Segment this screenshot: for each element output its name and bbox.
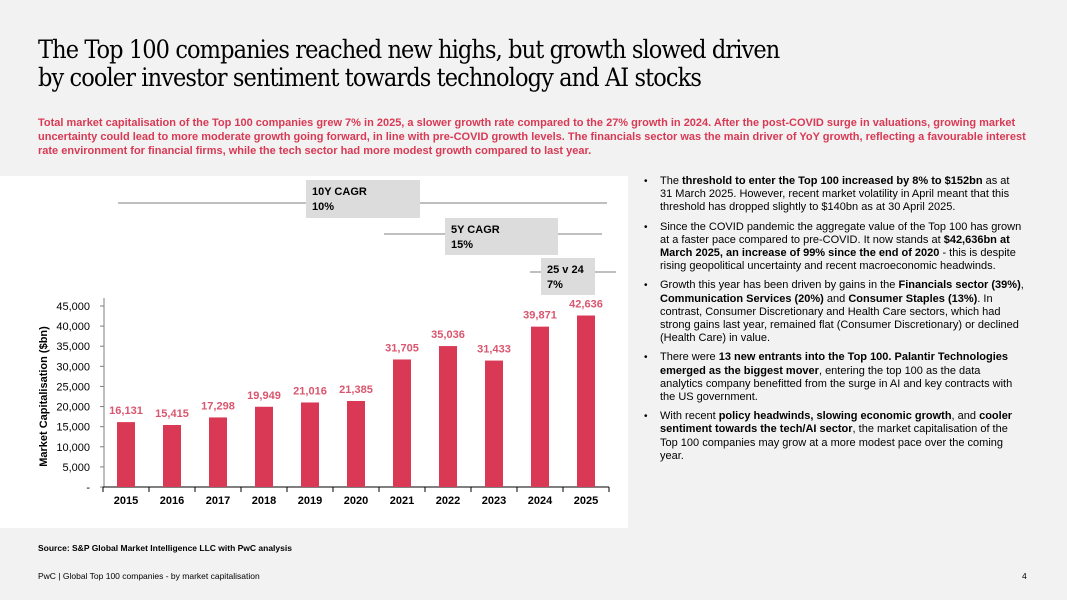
data-label: 21,385 bbox=[339, 384, 373, 396]
source-note: Source: S&P Global Market Intelligence L… bbox=[38, 543, 292, 553]
data-label: 31,433 bbox=[477, 344, 511, 356]
bullet-item: Growth this year has been driven by gain… bbox=[644, 279, 1024, 345]
bullet-bold-text: $42,636bn at March 2025, an increase of … bbox=[660, 233, 1010, 260]
bullet-item: Since the COVID pandemic the aggregate v… bbox=[644, 221, 1024, 274]
data-label: 17,298 bbox=[201, 400, 235, 412]
bar-2015 bbox=[117, 422, 135, 487]
bar-2023 bbox=[485, 360, 503, 487]
market-cap-bar-chart: - 5,000 10,000 15,000 20,000 25,000 30,000 35,0… bbox=[38, 180, 616, 507]
bullet-text: Growth this year has been driven by gain… bbox=[660, 279, 899, 292]
bar-2022 bbox=[439, 346, 457, 487]
x-tick-label: 2015 bbox=[114, 495, 138, 507]
bullet-bold-text: 13 new entrants into the Top 100. Palant… bbox=[660, 351, 1009, 377]
x-tick-label: 2019 bbox=[298, 495, 322, 507]
bullet-text: - this is despite rising geopolitical un… bbox=[660, 247, 1016, 273]
x-tick-label: 2016 bbox=[160, 495, 184, 507]
data-label: 42,636 bbox=[569, 299, 603, 311]
cagr-callout-value: 7% bbox=[547, 279, 563, 291]
bullet-text: Since the COVID pandemic the aggregate v… bbox=[660, 220, 1022, 246]
y-tick-label: 15,000 bbox=[56, 422, 90, 434]
x-tick-label: 2025 bbox=[574, 495, 598, 507]
bullet-bold-text: Financials sector (39%) bbox=[898, 279, 1021, 292]
cagr-callout-label: 10Y CAGR bbox=[312, 186, 367, 198]
page-title-line-1: The Top 100 companies reached new highs,… bbox=[38, 35, 780, 64]
cagr-callout-box bbox=[445, 218, 558, 255]
bullet-bold-text: policy headwinds, slowing economic growt… bbox=[718, 410, 952, 423]
bar-2024 bbox=[531, 326, 549, 487]
cagr-callout-label: 5Y CAGR bbox=[451, 224, 500, 236]
x-tick-label: 2023 bbox=[482, 495, 506, 507]
bar-2018 bbox=[255, 406, 273, 487]
y-tick-label: 45,000 bbox=[56, 301, 90, 313]
cagr-callout-box bbox=[306, 180, 420, 218]
data-label: 31,705 bbox=[385, 342, 419, 354]
data-label: 35,036 bbox=[431, 329, 465, 341]
bar-2017 bbox=[209, 417, 227, 487]
data-label: 21,016 bbox=[293, 385, 327, 397]
bullet-text: and bbox=[823, 292, 849, 305]
bullet-text: as at 31 March 2025. However, recent mar… bbox=[660, 175, 1010, 214]
y-tick-label: - bbox=[86, 482, 90, 494]
x-tick-label: 2022 bbox=[436, 495, 460, 507]
y-tick-label: 30,000 bbox=[56, 361, 90, 373]
data-label: 16,131 bbox=[109, 405, 143, 417]
cagr-callout-value: 10% bbox=[312, 201, 334, 213]
bullet-bold-text: Consumer Staples (13%) bbox=[848, 292, 978, 305]
y-tick-label: 10,000 bbox=[56, 442, 90, 454]
x-tick-label: 2021 bbox=[390, 495, 414, 507]
bullet-bold-text: Communication Services (20%) bbox=[660, 292, 824, 305]
bullet-bold-text: cooler sentiment towards the tech/AI sec… bbox=[660, 410, 1013, 436]
y-tick-label: 40,000 bbox=[56, 321, 90, 333]
cagr-callout-label: 25 v 24 bbox=[547, 264, 585, 276]
bar-2019 bbox=[301, 402, 319, 487]
cagr-callout-box bbox=[541, 258, 595, 295]
key-findings-list: The threshold to enter the Top 100 incre… bbox=[644, 175, 1024, 469]
bullet-text: The bbox=[660, 175, 683, 187]
bullet-text: There were bbox=[660, 351, 719, 364]
bullet-item: With recent policy headwinds, slowing ec… bbox=[644, 410, 1024, 463]
x-tick-label: 2017 bbox=[206, 495, 230, 507]
bullet-text: With recent bbox=[660, 410, 719, 423]
bullet-item: There were 13 new entrants into the Top … bbox=[644, 351, 1024, 404]
bullet-text: , and bbox=[951, 410, 980, 423]
page-title-line-2: by cooler investor sentiment towards tec… bbox=[38, 63, 702, 92]
cagr-callout-value: 15% bbox=[451, 239, 473, 251]
page-number: 4 bbox=[1022, 571, 1027, 581]
bar-2021 bbox=[393, 359, 411, 487]
x-tick-label: 2020 bbox=[344, 495, 368, 507]
bullet-text: , bbox=[1020, 279, 1024, 292]
y-tick-label: 25,000 bbox=[56, 381, 90, 393]
footer-text: PwC | Global Top 100 companies - by mark… bbox=[38, 571, 260, 581]
bullet-text: , entering the top 100 as the data analy… bbox=[660, 364, 1013, 404]
bullet-item: The threshold to enter the Top 100 incre… bbox=[644, 175, 1024, 215]
y-tick-label: 5,000 bbox=[62, 462, 90, 474]
bullet-bold-text: threshold to enter the Top 100 increased… bbox=[682, 175, 983, 187]
page-title: The Top 100 companies reached new highs,… bbox=[38, 36, 918, 92]
data-label: 39,871 bbox=[523, 310, 557, 322]
bar-2020 bbox=[347, 400, 365, 487]
intro-summary: Total market capitalisation of the Top 1… bbox=[38, 117, 1026, 157]
y-tick-label: 35,000 bbox=[56, 341, 90, 353]
y-tick-label: 20,000 bbox=[56, 402, 90, 414]
chart-panel: - 5,000 10,000 15,000 20,000 25,000 30,000 35,0… bbox=[0, 176, 628, 528]
y-axis-title: Market Capitalisation ($bn) bbox=[38, 326, 50, 467]
bullet-text: . In contrast, Consumer Discretionary an… bbox=[660, 292, 1019, 345]
data-label: 15,415 bbox=[155, 408, 189, 420]
bullet-text: , the market capitalisation of the Top 1… bbox=[660, 423, 1008, 462]
bar-2016 bbox=[163, 424, 181, 487]
data-label: 19,949 bbox=[247, 390, 281, 402]
x-tick-label: 2024 bbox=[528, 495, 553, 507]
x-tick-label: 2018 bbox=[252, 495, 276, 507]
bar-2025 bbox=[577, 315, 595, 487]
